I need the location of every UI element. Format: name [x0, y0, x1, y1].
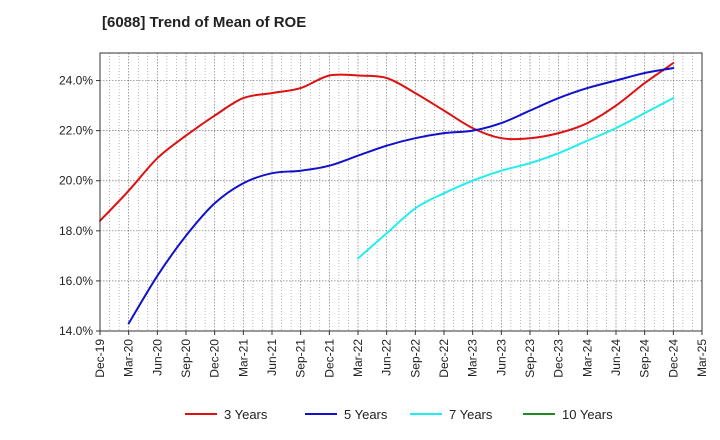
x-tick-label: Jun-23: [494, 339, 508, 376]
x-tick-label: Mar-21: [236, 339, 250, 377]
x-tick-label: Dec-22: [437, 339, 451, 378]
y-tick-label: 16.0%: [59, 274, 93, 288]
series-line-3-years: [99, 62, 675, 222]
x-tick-label: Mar-25: [695, 339, 709, 377]
x-tick-label: Mar-22: [351, 339, 365, 377]
chart-title: [6088] Trend of Mean of ROE: [102, 14, 307, 31]
x-tick-label: Sep-22: [408, 339, 422, 378]
legend-item: 3 Years: [185, 407, 268, 422]
legend-label: 7 Years: [449, 407, 493, 422]
x-tick-label: Mar-20: [122, 339, 136, 377]
series-lines: [99, 62, 675, 325]
x-tick-label: Jun-24: [609, 339, 623, 376]
x-tick-label: Sep-21: [294, 339, 308, 378]
y-axis-ticks: 14.0% 16.0% 18.0% 20.0% 22.0% 24.0%: [59, 74, 100, 338]
y-tick-label: 18.0%: [59, 224, 93, 238]
grid: [100, 53, 702, 332]
y-tick-label: 24.0%: [59, 74, 93, 88]
x-tick-label: Dec-24: [666, 339, 680, 378]
x-tick-label: Sep-24: [638, 339, 652, 378]
y-tick-label: 20.0%: [59, 174, 93, 188]
x-tick-label: Jun-21: [265, 339, 279, 376]
series-line-5-years: [127, 67, 675, 325]
x-tick-label: Dec-23: [552, 339, 566, 378]
legend: 3 Years 5 Years 7 Years 10 Years: [185, 407, 613, 422]
y-tick-label: 14.0%: [59, 324, 93, 338]
x-tick-label: Jun-20: [150, 339, 164, 376]
legend-label: 5 Years: [344, 407, 388, 422]
x-tick-label: Dec-20: [208, 339, 222, 378]
legend-label: 10 Years: [562, 407, 613, 422]
x-tick-label: Mar-23: [466, 339, 480, 377]
legend-item: 7 Years: [410, 407, 493, 422]
x-axis-ticks: Dec-19 Mar-20 Jun-20 Sep-20 Dec-20 Mar-21 Jun-…: [93, 331, 709, 378]
x-tick-label: Dec-19: [93, 339, 107, 378]
series-line-7-years: [357, 97, 675, 260]
x-tick-label: Jun-22: [380, 339, 394, 376]
x-tick-label: Dec-21: [322, 339, 336, 378]
plot-frame: [99, 52, 703, 332]
y-tick-label: 22.0%: [59, 124, 93, 138]
x-tick-label: Sep-20: [179, 339, 193, 378]
legend-label: 3 Years: [224, 407, 268, 422]
x-tick-label: Sep-23: [523, 339, 537, 378]
legend-item: 10 Years: [523, 407, 613, 422]
legend-item: 5 Years: [305, 407, 388, 422]
x-tick-label: Mar-24: [580, 339, 594, 377]
